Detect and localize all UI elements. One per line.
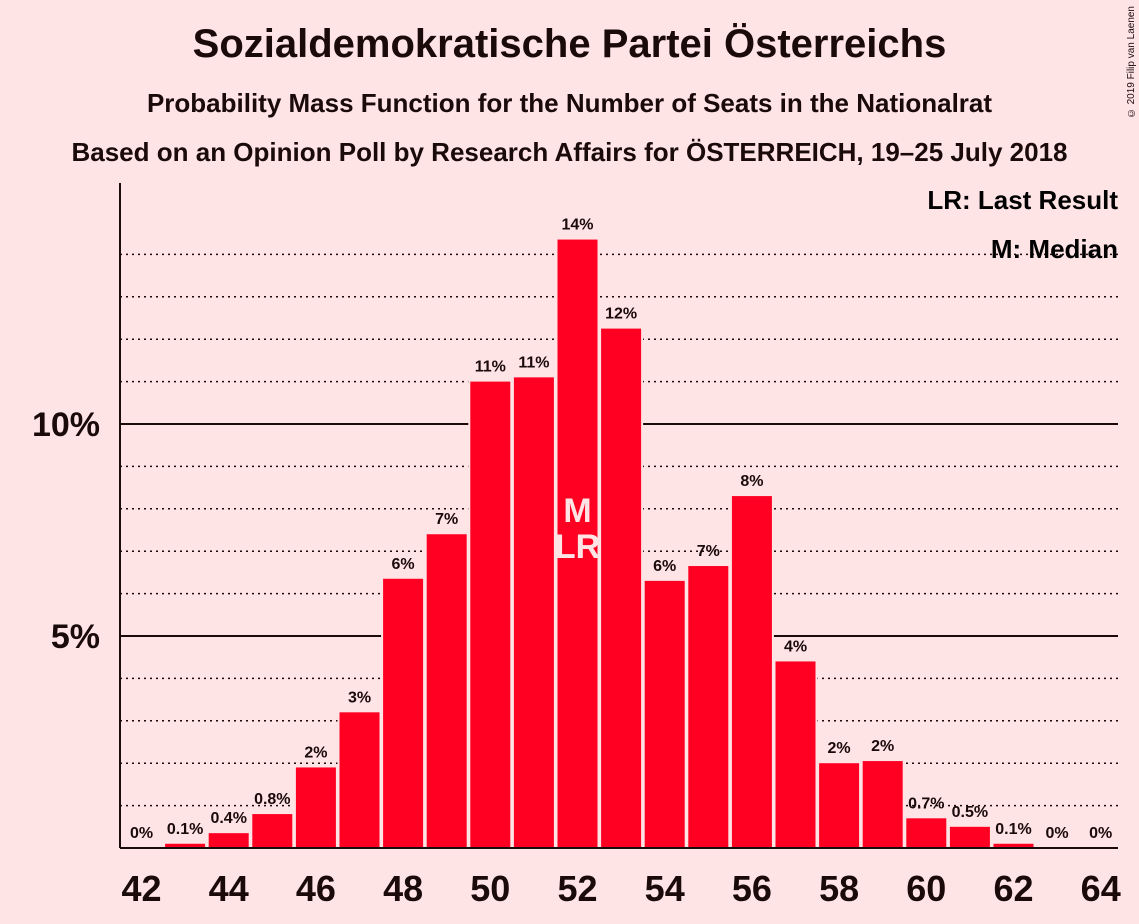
y-tick-label: 5% xyxy=(51,618,100,656)
bar-61 xyxy=(949,826,990,848)
bar-labels: 0% 0.1% 0.4% 0.8% 2% 3% 6% 7% 11% 11% 14% 12% 6% 7% 8%… xyxy=(130,217,1112,842)
chart-subtitle-source: Based on an Opinion Poll by Research Aff… xyxy=(71,137,1068,167)
bar-label-64: 0% xyxy=(1089,825,1112,842)
bars xyxy=(163,237,1036,849)
bar-label-43: 0.1% xyxy=(167,821,203,838)
bar-label-53: 12% xyxy=(605,306,637,323)
bar-label-59: 2% xyxy=(871,738,894,755)
chart-title: Sozialdemokratische Partei Österreichs xyxy=(192,22,947,66)
bar-label-48: 6% xyxy=(392,556,415,573)
bar-label-63: 0% xyxy=(1046,825,1069,842)
bar-label-49: 7% xyxy=(435,511,458,528)
bar-label-51: 11% xyxy=(518,354,549,371)
bar-label-50: 11% xyxy=(475,359,506,376)
x-tick-label: 62 xyxy=(993,868,1033,909)
bar-52 xyxy=(557,239,598,848)
legend-median: M: Median xyxy=(991,234,1118,264)
bar-label-44: 0.4% xyxy=(210,810,246,827)
y-tick-label: 10% xyxy=(32,406,100,444)
bar-label-56: 8% xyxy=(740,473,763,490)
x-tick-label: 60 xyxy=(906,868,946,909)
bar-53 xyxy=(601,328,642,849)
bar-label-55: 7% xyxy=(697,543,720,560)
bar-59 xyxy=(862,761,903,848)
bar-label-47: 3% xyxy=(348,689,371,706)
legend-last-result: LR: Last Result xyxy=(927,185,1118,215)
bar-label-60: 0.7% xyxy=(908,795,944,812)
bar-43 xyxy=(165,843,206,848)
bar-label-58: 2% xyxy=(828,740,851,757)
last-result-marker: LR xyxy=(555,528,600,566)
bar-label-46: 2% xyxy=(304,744,327,761)
x-tick-label: 48 xyxy=(383,868,423,909)
x-tick-label: 58 xyxy=(819,868,859,909)
x-tick-label: 46 xyxy=(296,868,336,909)
x-tick-label: 42 xyxy=(121,868,161,909)
bar-48 xyxy=(383,578,424,848)
bar-47 xyxy=(339,712,380,848)
bar-54 xyxy=(644,580,685,848)
bar-50 xyxy=(470,381,511,848)
x-tick-label: 56 xyxy=(732,868,772,909)
bar-label-52: 14% xyxy=(561,217,593,234)
bar-51 xyxy=(513,377,554,848)
bar-label-54: 6% xyxy=(653,558,676,575)
bar-60 xyxy=(906,818,947,848)
x-tick-label: 44 xyxy=(209,868,249,909)
x-tick-label: 54 xyxy=(645,868,685,909)
bar-56 xyxy=(731,496,772,848)
axes: 5% 10% 42 44 46 48 50 52 54 56 58 60 62 64 xyxy=(32,183,1121,909)
chart-subtitle: Probability Mass Function for the Number… xyxy=(146,88,993,118)
x-tick-label: 52 xyxy=(557,868,597,909)
bar-55 xyxy=(688,566,729,848)
bar-label-57: 4% xyxy=(784,638,807,655)
bar-label-42: 0% xyxy=(130,825,153,842)
bar-label-61: 0.5% xyxy=(952,804,988,821)
bar-49 xyxy=(426,534,467,848)
bar-label-45: 0.8% xyxy=(254,791,290,808)
bar-44 xyxy=(208,833,249,848)
median-marker: M xyxy=(563,492,591,530)
x-tick-label: 64 xyxy=(1081,868,1121,909)
bar-label-62: 0.1% xyxy=(995,821,1031,838)
x-tick-label: 50 xyxy=(470,868,510,909)
bar-58 xyxy=(819,763,860,848)
bar-62 xyxy=(993,843,1034,848)
bar-57 xyxy=(775,661,816,848)
bar-45 xyxy=(252,814,293,848)
bar-46 xyxy=(295,767,336,848)
